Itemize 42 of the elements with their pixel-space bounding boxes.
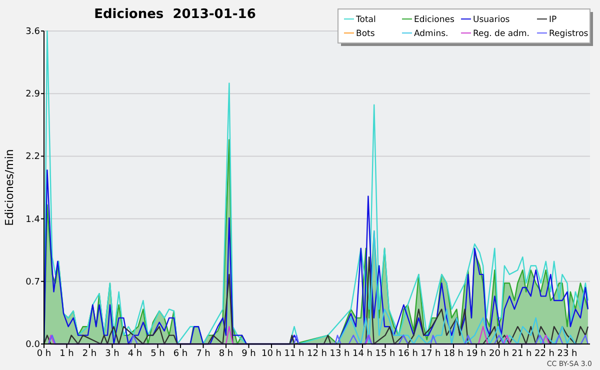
y-tick-label: 3.6 (26, 27, 40, 37)
chart-title: Ediciones 2013-01-16 (94, 7, 256, 22)
x-tick-label: 19 h (466, 349, 486, 359)
legend-label: Admins. (414, 29, 448, 39)
x-tick-label: 6 h (173, 349, 188, 359)
x-tick-label: 1 h (60, 349, 74, 359)
x-tick-label: 10 h (261, 349, 282, 359)
x-tick-label: 13 h (330, 349, 350, 359)
x-tick-label: 16 h (398, 349, 418, 359)
y-tick-label: 0.7 (26, 277, 40, 288)
legend-label: Bots (356, 29, 376, 39)
x-tick-label: 11 h (284, 349, 304, 359)
x-tick-label: 4 h (128, 349, 142, 359)
y-tick-label: 2.9 (26, 90, 40, 100)
y-tick-label: 1.4 (26, 214, 40, 225)
y-tick-label: 2.2 (26, 152, 40, 162)
x-tick-label: 17 h (420, 349, 441, 359)
x-tick-label: 23 h (557, 349, 578, 359)
legend-label: Usuarios (473, 15, 510, 25)
x-tick-label: 12 h (306, 349, 328, 359)
x-tick-label: 21 h (512, 349, 532, 359)
legend-label: Registros (549, 29, 589, 39)
legend-label: Reg. de adm. (473, 29, 530, 39)
x-tick-label: 3 h (105, 349, 120, 359)
x-tick-label: 15 h (375, 349, 396, 359)
line-series (43, 30, 589, 345)
legend-label: IP (549, 15, 557, 25)
x-tick-label: 2 h (82, 349, 97, 359)
x-tick-label: 9 h (242, 349, 256, 359)
x-tick-label: 8 h (218, 349, 234, 359)
x-tick-label: 20 h (488, 349, 510, 359)
y-tick-label: 0.0 (26, 340, 40, 350)
x-tick-label: 18 h (443, 349, 464, 359)
line-series (336, 230, 576, 345)
x-tick-label: 5 h (150, 349, 165, 359)
x-tick-label: 0 h (36, 349, 52, 359)
legend-label: Total (355, 15, 376, 25)
x-tick-label: 14 h (352, 349, 373, 359)
y-axis-title: Ediciones/min (3, 149, 16, 226)
x-tick-label: 22 h (534, 349, 555, 359)
x-tick-label: 7 h (196, 349, 210, 359)
legend-label: Ediciones (414, 15, 455, 25)
